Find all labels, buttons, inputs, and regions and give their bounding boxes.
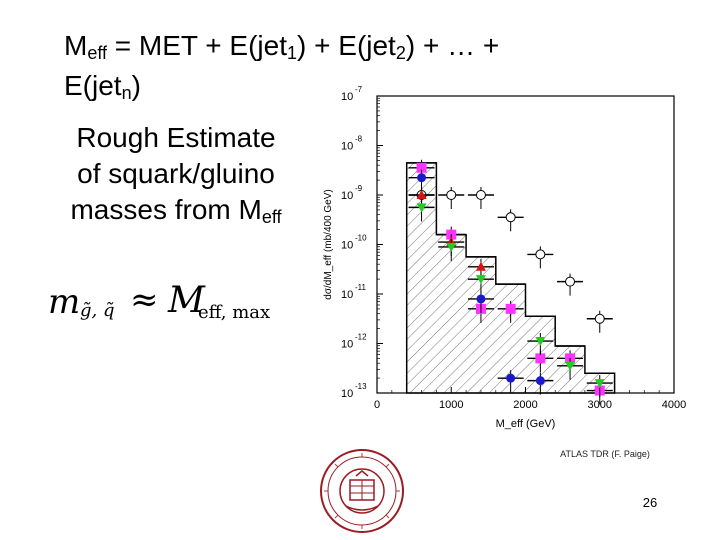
triangle-up-marker	[416, 190, 427, 199]
y-tick-exponent: -12	[355, 333, 367, 342]
data-point	[408, 199, 435, 222]
y-axis-label: dσ/dM_eff (mb/400 GeV)	[323, 189, 334, 299]
data-point	[497, 370, 524, 393]
data-point	[497, 209, 524, 232]
data-point	[438, 238, 465, 261]
seal-icon	[320, 449, 404, 533]
data-point	[497, 300, 524, 323]
y-tick-label: 10	[341, 141, 353, 153]
data-point	[586, 375, 613, 398]
x-tick-label: 2000	[513, 399, 537, 411]
title-sub-2: 2	[395, 43, 406, 63]
data-point	[467, 271, 494, 294]
y-tick-exponent: -11	[355, 283, 367, 292]
y-tick-label: 10	[341, 289, 353, 301]
title-eq: = MET + E(jet	[107, 30, 288, 61]
page-number: 26	[642, 495, 658, 510]
open-circle-marker	[446, 190, 457, 200]
title-plus-2: ) + … +	[405, 30, 500, 61]
triangle-down-marker	[446, 242, 457, 252]
formula-lhs-sub: g̃, q̃	[80, 300, 115, 321]
triangle-down-marker	[535, 337, 546, 347]
title-m: M	[64, 30, 88, 61]
university-seal	[316, 448, 408, 534]
title-line2a: E(jet	[64, 70, 122, 101]
title-m-sub: eff	[87, 43, 108, 63]
circle-marker	[535, 376, 545, 386]
y-tick-exponent: -9	[355, 184, 363, 193]
y-tick-label: 10	[341, 339, 353, 351]
triangle-down-marker	[475, 275, 486, 285]
rough-line-1: Rough Estimate	[76, 122, 276, 153]
open-circle-marker	[475, 190, 486, 200]
data-point	[467, 290, 494, 313]
y-tick-label: 10	[341, 190, 353, 202]
circle-marker	[476, 294, 486, 304]
formula-lhs: m	[48, 282, 81, 322]
slide-title: Meff = MET + E(jet1) + E(jet2) + … + E(j…	[64, 26, 624, 106]
rough-line-3-sub: eff	[261, 207, 282, 227]
data-point	[527, 372, 554, 395]
meff-chart: 10 -13 10 -12 10 -11 10 -10 10 -9 10 -8 10 -7 0 1000 200…	[314, 70, 694, 438]
y-tick-label: 10	[341, 91, 353, 103]
title-plus-1: ) + E(jet	[297, 30, 396, 61]
data-point	[467, 187, 494, 209]
formula-rhs-sub: eff, max	[198, 302, 271, 323]
y-tick-label: 10	[341, 388, 353, 400]
rough-line-2: of squark/gluino	[77, 158, 275, 189]
y-tick-exponent: -7	[355, 85, 363, 94]
formula-approx: ≈	[130, 280, 159, 320]
y-tick-exponent: -10	[355, 234, 367, 243]
square-marker	[505, 303, 516, 314]
x-tick-label: 3000	[588, 399, 612, 411]
x-tick-label: 0	[374, 399, 380, 411]
square-marker	[416, 162, 427, 173]
y-tick-exponent: -13	[355, 382, 367, 391]
data-point	[586, 310, 613, 333]
circle-marker	[506, 373, 516, 383]
title-sub-1: 1	[287, 43, 298, 63]
mass-formula: m g̃, q̃ ≈ M eff, max	[40, 278, 310, 328]
data-point	[527, 246, 554, 269]
open-circle-marker	[594, 313, 605, 324]
x-tick-label: 4000	[662, 399, 686, 411]
background-histogram	[405, 162, 616, 394]
triangle-down-marker	[416, 203, 427, 213]
x-axis-label: M_eff (GeV)	[496, 418, 556, 430]
data-point	[557, 273, 584, 296]
x-tick-label: 1000	[439, 399, 463, 411]
title-sub-n: n	[121, 83, 132, 103]
open-circle-marker	[505, 212, 516, 223]
data-point	[557, 357, 584, 380]
source-credit: ATLAS TDR (F. Paige)	[560, 449, 650, 459]
y-tick-exponent: -8	[355, 135, 363, 144]
rough-estimate-text: Rough Estimate of squark/gluino masses f…	[46, 120, 306, 228]
triangle-up-marker	[475, 261, 486, 271]
rough-line-3: masses from Meff	[46, 192, 306, 228]
data-point	[527, 333, 554, 356]
square-marker	[535, 353, 546, 364]
open-circle-marker	[535, 249, 546, 260]
title-line2b: )	[131, 70, 141, 101]
triangle-down-marker	[594, 379, 605, 389]
circle-marker	[417, 173, 427, 183]
y-tick-label: 10	[341, 240, 353, 252]
data-point	[438, 187, 465, 209]
triangle-down-marker	[565, 361, 576, 371]
open-circle-marker	[565, 276, 576, 287]
formula-rhs: M	[168, 280, 205, 321]
rough-line-3-text: masses from M	[70, 194, 262, 225]
